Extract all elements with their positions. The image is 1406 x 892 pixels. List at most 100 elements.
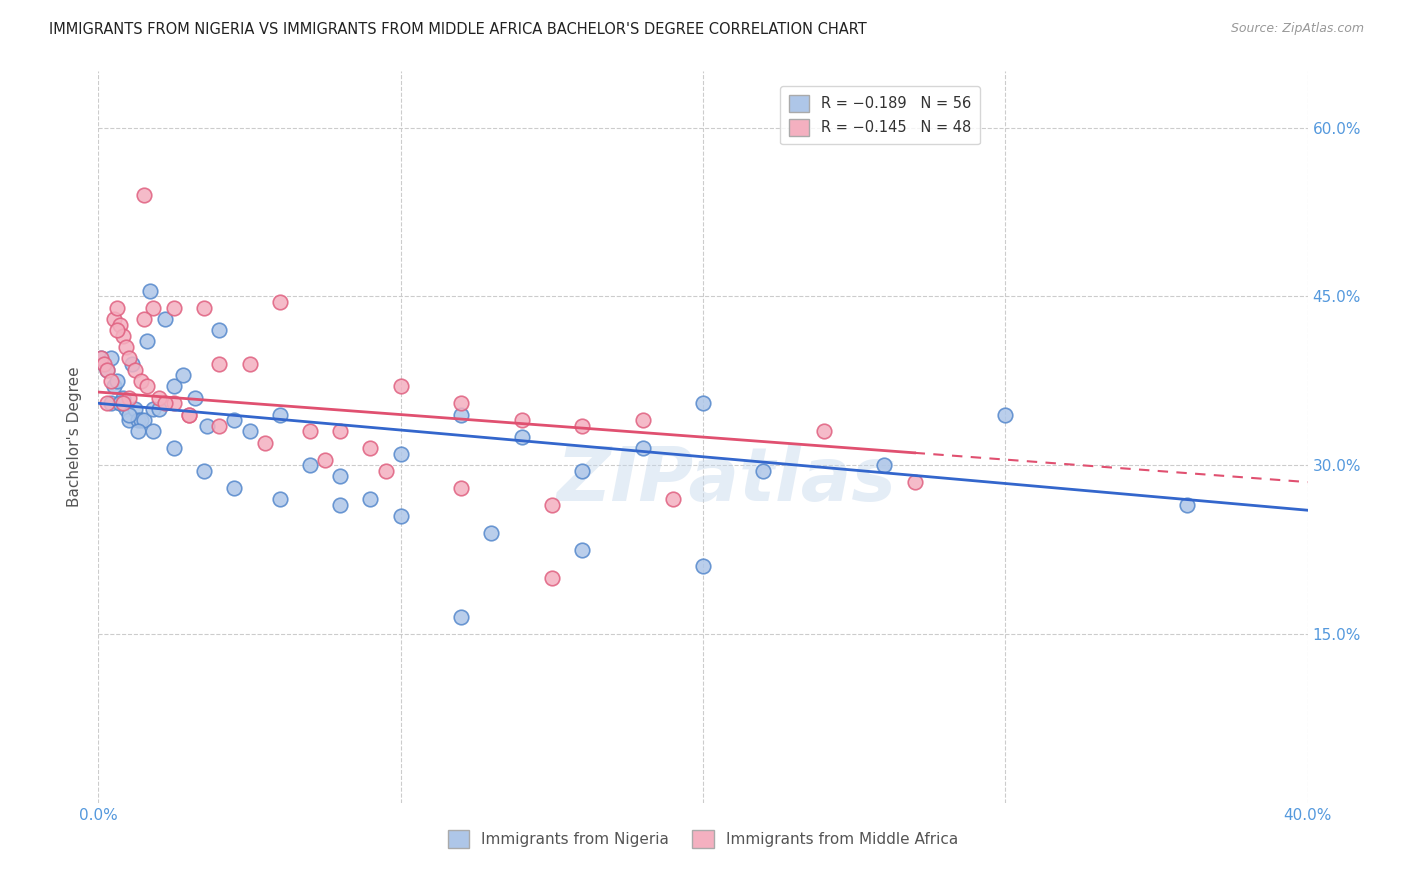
Point [450, 610, 472, 624]
Point [153, 312, 176, 326]
Point [224, 413, 246, 427]
Point [269, 408, 291, 422]
Point [111, 391, 134, 405]
Point [374, 464, 396, 478]
Legend: Immigrants from Nigeria, Immigrants from Middle Africa: Immigrants from Nigeria, Immigrants from… [441, 824, 965, 854]
Point [129, 413, 152, 427]
Point [124, 362, 146, 376]
Point [299, 425, 322, 439]
Point [153, 396, 176, 410]
Point [111, 328, 134, 343]
Point [129, 374, 152, 388]
Point [481, 525, 503, 540]
Point [692, 396, 714, 410]
Point [253, 435, 276, 450]
Point [127, 413, 149, 427]
Point [184, 391, 207, 405]
Point [105, 323, 128, 337]
Point [100, 396, 122, 410]
Point [163, 396, 186, 410]
Point [132, 413, 155, 427]
Point [163, 301, 186, 315]
Text: ZIPatlas: ZIPatlas [557, 444, 897, 517]
Point [111, 396, 134, 410]
Point [179, 408, 201, 422]
Y-axis label: Bachelor's Degree: Bachelor's Degree [67, 367, 83, 508]
Point [540, 498, 562, 512]
Point [208, 323, 231, 337]
Point [510, 430, 533, 444]
Point [142, 301, 165, 315]
Point [121, 357, 143, 371]
Point [118, 351, 141, 366]
Point [103, 379, 125, 393]
Point [329, 498, 352, 512]
Point [208, 418, 231, 433]
Point [389, 508, 412, 523]
Point [163, 442, 186, 456]
Point [118, 413, 141, 427]
Point [96, 396, 118, 410]
Point [114, 340, 136, 354]
Point [360, 491, 382, 506]
Point [135, 334, 157, 349]
Point [132, 188, 155, 202]
Point [269, 295, 291, 310]
Point [105, 301, 128, 315]
Point [163, 379, 186, 393]
Point [108, 318, 131, 332]
Point [631, 442, 654, 456]
Point [329, 469, 352, 483]
Point [93, 357, 115, 371]
Point [329, 425, 352, 439]
Point [540, 571, 562, 585]
Text: IMMIGRANTS FROM NIGERIA VS IMMIGRANTS FROM MIDDLE AFRICA BACHELOR'S DEGREE CORRE: IMMIGRANTS FROM NIGERIA VS IMMIGRANTS FR… [49, 22, 868, 37]
Point [127, 425, 149, 439]
Point [450, 481, 472, 495]
Text: Source: ZipAtlas.com: Source: ZipAtlas.com [1230, 22, 1364, 36]
Point [114, 401, 136, 416]
Point [195, 418, 218, 433]
Point [752, 464, 775, 478]
Point [132, 312, 155, 326]
Point [118, 391, 141, 405]
Point [103, 312, 125, 326]
Point [813, 425, 835, 439]
Point [105, 374, 128, 388]
Point [873, 458, 896, 473]
Point [139, 284, 162, 298]
Point [360, 442, 382, 456]
Point [108, 396, 131, 410]
Point [239, 357, 262, 371]
Point [224, 481, 246, 495]
Point [179, 408, 201, 422]
Point [314, 452, 336, 467]
Point [571, 464, 593, 478]
Point [142, 425, 165, 439]
Point [124, 401, 146, 416]
Point [135, 379, 157, 393]
Point [172, 368, 194, 383]
Point [90, 351, 112, 366]
Point [389, 447, 412, 461]
Point [193, 301, 215, 315]
Point [904, 475, 927, 489]
Point [692, 559, 714, 574]
Point [450, 408, 472, 422]
Point [148, 401, 170, 416]
Point [148, 391, 170, 405]
Point [510, 413, 533, 427]
Point [100, 351, 122, 366]
Point [100, 374, 122, 388]
Point [93, 357, 115, 371]
Point [208, 357, 231, 371]
Point [90, 351, 112, 366]
Point [1175, 498, 1198, 512]
Point [108, 396, 131, 410]
Point [96, 362, 118, 376]
Point [269, 491, 291, 506]
Point [571, 542, 593, 557]
Point [193, 464, 215, 478]
Point [299, 458, 322, 473]
Point [118, 408, 141, 422]
